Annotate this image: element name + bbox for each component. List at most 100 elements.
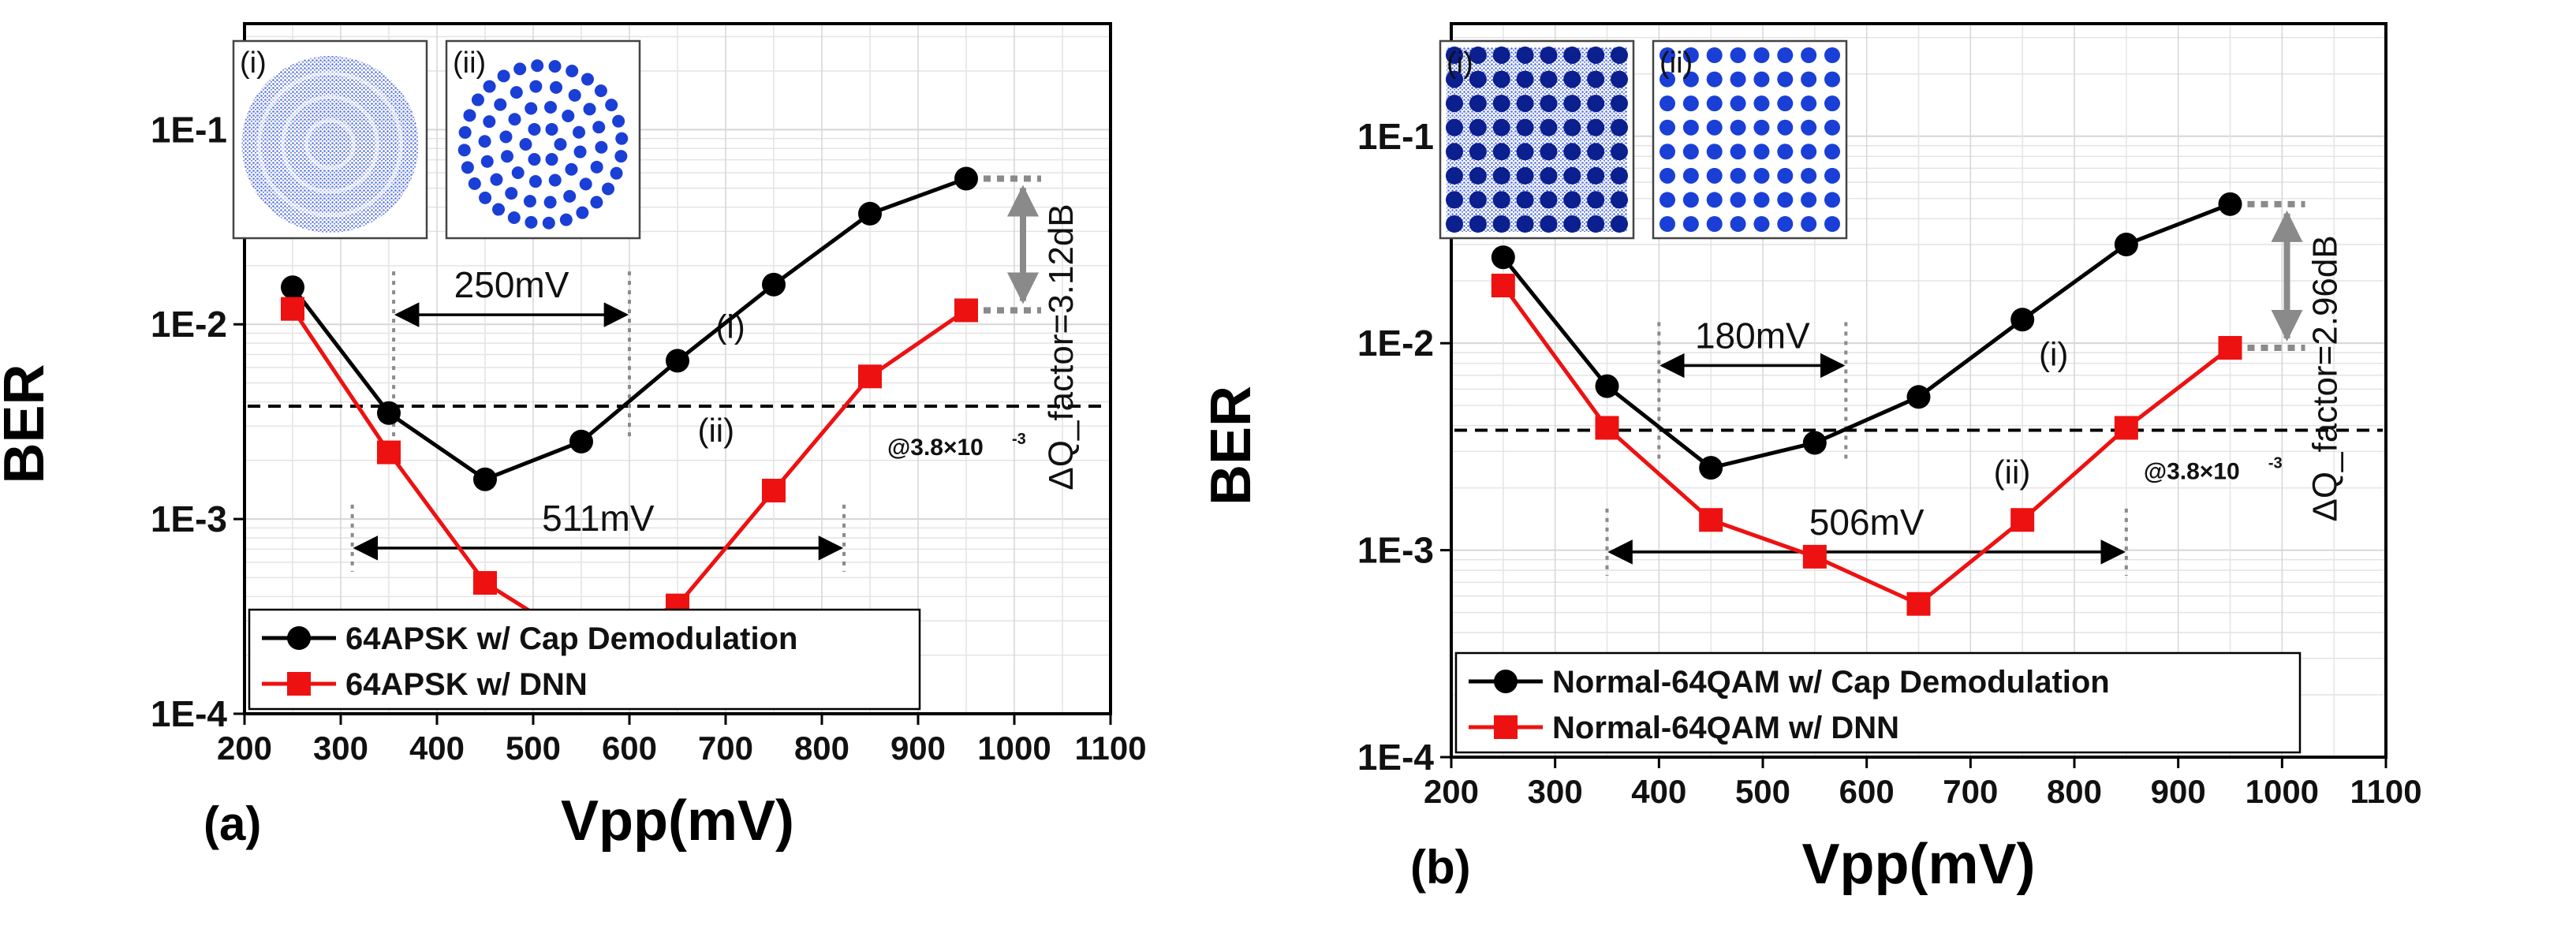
constellation-point xyxy=(529,80,543,93)
x-tick-label: 1100 xyxy=(1074,730,1146,767)
x-tick-label: 1100 xyxy=(2350,773,2421,810)
constellation-point xyxy=(548,174,562,187)
constellation-point xyxy=(559,213,573,226)
constellation-point xyxy=(510,86,523,99)
x-tick-label: 800 xyxy=(2047,773,2102,810)
x-tick-label: 700 xyxy=(1943,773,1998,810)
y-tick-label: 1E-4 xyxy=(151,693,228,734)
constellation-point xyxy=(1516,118,1534,136)
constellation-point xyxy=(1469,47,1487,64)
data-point xyxy=(281,297,304,321)
constellation-point xyxy=(1587,191,1605,209)
constellation-point xyxy=(1446,47,1463,64)
x-tick-label: 400 xyxy=(1631,773,1686,810)
data-point xyxy=(1699,456,1723,480)
constellation-point xyxy=(1492,191,1510,209)
constellation-point xyxy=(1730,216,1746,232)
data-point xyxy=(473,467,497,491)
data-point xyxy=(473,571,497,595)
inset-label: (ii) xyxy=(1659,47,1693,80)
constellation-point xyxy=(519,138,532,151)
data-point xyxy=(2218,336,2242,360)
constellation-point xyxy=(1659,47,1675,63)
constellation-point xyxy=(1563,143,1581,161)
x-axis: 200 300 400 500 600 700 800 900 1000 1100 xyxy=(217,714,1147,767)
legend-label: Normal-64QAM w/ DNN xyxy=(1552,711,1899,745)
chart-panel-a: 200 300 400 500 600 700 800 900 1000 1100 1E-4 1E-3… xyxy=(0,22,1147,853)
x-tick-label: 600 xyxy=(1839,773,1895,810)
constellation-point xyxy=(1706,144,1723,160)
constellation-point xyxy=(1540,70,1558,88)
constellation-point xyxy=(1563,95,1581,113)
constellation-point xyxy=(479,191,492,204)
constellation-point xyxy=(1587,118,1605,136)
data-point xyxy=(2010,508,2035,532)
constellation-point xyxy=(1516,47,1534,64)
constellation-point xyxy=(1753,144,1770,160)
constellation-point xyxy=(1801,167,1817,184)
data-point xyxy=(1802,431,1827,455)
constellation-point xyxy=(1446,166,1463,185)
legend-label: 64APSK w/ Cap Demodulation xyxy=(345,621,797,656)
constellation-point xyxy=(590,160,603,174)
constellation-point xyxy=(499,130,513,144)
constellation-point xyxy=(1682,216,1699,232)
constellation-point xyxy=(1659,144,1675,160)
constellation-point xyxy=(1563,215,1581,233)
data-point xyxy=(1595,374,1619,398)
constellation-point xyxy=(573,125,586,139)
constellation-point xyxy=(1540,118,1558,136)
constellation-point xyxy=(1777,167,1794,184)
constellation-point xyxy=(1682,95,1699,112)
legend-marker xyxy=(1494,715,1518,739)
inset-frame xyxy=(445,39,641,240)
constellation-point xyxy=(1540,95,1558,113)
constellation-point xyxy=(1587,143,1605,161)
range-annotation-label: 250mV xyxy=(454,264,569,305)
constellation-point xyxy=(1659,192,1675,208)
constellation-inset: (ii) xyxy=(1652,39,1848,240)
x-tick-label: 800 xyxy=(794,730,849,767)
constellation-point xyxy=(594,84,607,98)
constellation-point xyxy=(1824,144,1840,160)
constellation-point xyxy=(1706,119,1723,136)
constellation-point xyxy=(1446,215,1463,233)
constellation-point xyxy=(1469,118,1487,136)
curve-label: (ii) xyxy=(1994,453,2031,491)
constellation-ring-gap xyxy=(257,71,403,218)
constellation-point xyxy=(492,203,506,216)
constellation-point xyxy=(1730,167,1746,184)
inset-label: (i) xyxy=(240,47,267,80)
constellation-point xyxy=(1469,191,1487,209)
range-annotation-label: 506mV xyxy=(1809,502,1925,543)
constellation-point xyxy=(525,102,538,115)
constellation-point xyxy=(1611,95,1628,113)
data-point xyxy=(2114,232,2138,256)
constellation-point xyxy=(614,150,628,163)
constellation-point xyxy=(1682,192,1699,208)
constellation-point xyxy=(1540,143,1558,161)
data-point xyxy=(569,429,593,453)
constellation-point xyxy=(1682,47,1699,63)
data-point xyxy=(1491,245,1515,270)
constellation-point xyxy=(1730,47,1746,63)
data-point xyxy=(858,364,882,389)
constellation-inset: (ii) xyxy=(445,39,641,240)
constellation-point xyxy=(528,175,542,188)
threshold-label: @3.8×10 xyxy=(2144,458,2240,484)
constellation-point xyxy=(1540,215,1558,233)
constellation-point xyxy=(1611,191,1628,209)
constellation-point xyxy=(1682,119,1699,136)
legend-marker xyxy=(287,672,311,696)
data-point xyxy=(858,201,882,226)
y-axis: 1E-4 1E-3 1E-2 1E-1 xyxy=(1357,116,1451,778)
constellation-point xyxy=(1492,215,1510,233)
constellation-point xyxy=(1682,167,1699,184)
chart-panel-b: 200 300 400 500 600 700 800 900 1000 1100 1E-4 1E-3… xyxy=(1200,22,2422,896)
constellation-point xyxy=(542,216,555,230)
constellation-point xyxy=(1824,216,1840,232)
data-point xyxy=(1802,544,1827,569)
x-tick-label: 900 xyxy=(2151,773,2206,810)
x-tick-label: 300 xyxy=(313,730,368,767)
